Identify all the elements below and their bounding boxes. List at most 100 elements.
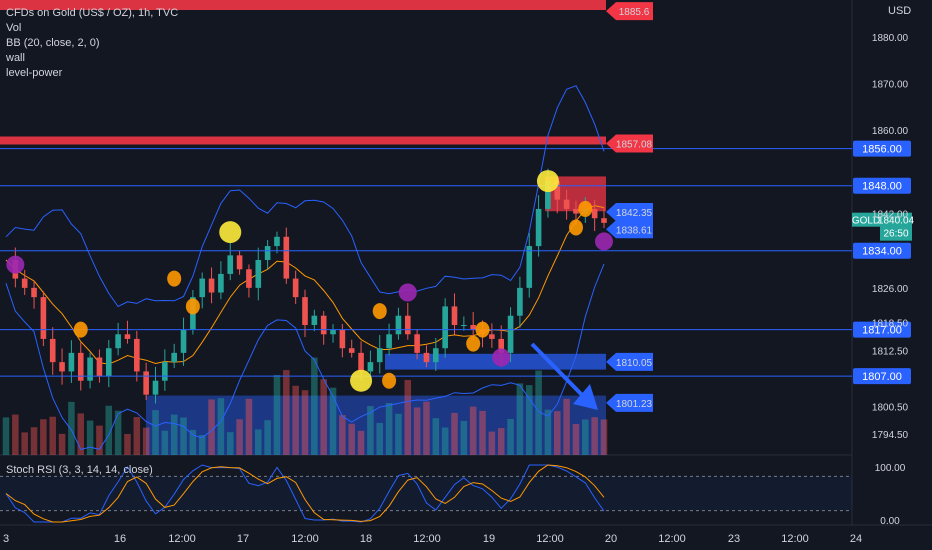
candle-body: [433, 348, 439, 363]
y-tick-label: 1860.00: [872, 126, 909, 137]
candle-body: [227, 255, 234, 274]
candle-body: [395, 315, 402, 335]
candle-body: [526, 246, 533, 288]
signal-marker: [6, 255, 25, 274]
indicator-wall[interactable]: wall: [6, 52, 25, 64]
candle-body: [264, 246, 271, 260]
candle-body: [134, 338, 140, 372]
level-price-label: 1848.00: [862, 181, 902, 193]
volume-bar: [264, 420, 271, 455]
volume-bar: [367, 406, 374, 455]
candle-body: [489, 334, 495, 339]
candle-body: [171, 352, 177, 363]
candle-body: [367, 362, 374, 372]
candle-body: [21, 278, 28, 288]
volume-bar: [572, 424, 580, 455]
candle-body: [292, 278, 299, 298]
current-price-tag: [880, 212, 912, 241]
volume-bar: [554, 411, 561, 455]
candle-body: [115, 334, 121, 349]
level-price-label: 1856.00: [862, 144, 902, 156]
stoch-k-line: [5, 464, 605, 523]
volume-bar: [600, 419, 608, 455]
candle-body: [162, 362, 168, 381]
volume-bar: [77, 413, 85, 455]
indicator-bb[interactable]: BB (20, close, 2, 0): [6, 37, 100, 49]
candle-body: [255, 260, 262, 288]
candle-body: [218, 273, 224, 293]
volume-bar: [385, 402, 393, 455]
x-tick-label: 3: [3, 533, 9, 545]
x-tick-label: 23: [728, 533, 740, 545]
volume-bar: [311, 357, 318, 455]
signal-marker: [219, 221, 242, 244]
y-tick-label: 1880.00: [872, 33, 909, 44]
zone-label-tag: [606, 393, 653, 412]
signal-marker: [185, 298, 200, 315]
volume-bar: [497, 428, 505, 455]
volume-bar: [124, 433, 131, 455]
x-tick-label: 18: [360, 533, 372, 545]
chart-legend: CFDs on Gold (US$ / OZ), 1h, TVC Vol BB …: [6, 6, 178, 81]
y-tick-label: 1818.50: [872, 319, 909, 330]
volume-bar: [180, 417, 187, 455]
candle-body: [573, 208, 579, 214]
signal-marker: [398, 283, 417, 302]
zone-label-tag: [606, 2, 653, 21]
stoch-rsi-label[interactable]: Stoch RSI (3, 3, 14, 14, close): [6, 464, 153, 476]
x-tick-label: 12:00: [781, 533, 809, 545]
candle-body: [414, 334, 420, 353]
current-price-label: 1840.04: [878, 216, 915, 227]
candle-body: [96, 357, 103, 377]
candle-body: [87, 357, 93, 381]
candle-body: [470, 325, 476, 330]
volume-bar: [12, 414, 19, 455]
x-tick-label: 19: [483, 533, 495, 545]
red-zone-top: [0, 0, 606, 10]
indicator-level-power[interactable]: level-power: [6, 67, 63, 79]
candle-body: [320, 315, 327, 335]
candle-body: [236, 255, 243, 270]
volume-bar: [582, 419, 589, 455]
symbol-title[interactable]: CFDs on Gold (US$ / OZ), 1h, TVC: [6, 7, 179, 19]
volume-bar: [348, 423, 355, 455]
volume-bar: [2, 417, 10, 455]
zone-label-text: 1810.05: [616, 358, 653, 369]
volume-bar: [21, 432, 28, 455]
volume-bar: [441, 427, 449, 455]
bar-countdown-label: 26:50: [883, 229, 908, 240]
signal-marker: [382, 372, 397, 389]
x-tick-label: 12:00: [658, 533, 686, 545]
candle-body: [105, 348, 112, 377]
candle-body: [246, 269, 252, 288]
volume-bar: [535, 370, 542, 455]
volume-bar: [292, 385, 299, 455]
volume-bar: [395, 413, 402, 455]
candle-body: [517, 287, 523, 316]
trend-arrow: [530, 342, 598, 410]
volume-bar: [208, 399, 215, 455]
volume-bar: [133, 417, 141, 455]
volume-bar: [301, 390, 309, 455]
x-tick-label: 17: [237, 533, 249, 545]
y-tick-label: 1800.50: [872, 402, 909, 413]
indicator-vol[interactable]: Vol: [6, 22, 22, 34]
volume-bar: [591, 417, 598, 455]
volume-bar: [114, 410, 122, 455]
candle-body: [59, 362, 65, 372]
signal-marker: [73, 321, 88, 338]
candle-body: [339, 329, 346, 349]
volume-bar: [170, 414, 178, 455]
y-tick-label: 1842.00: [872, 210, 909, 221]
volume-bar: [189, 429, 197, 455]
candle-body: [274, 236, 280, 247]
currency-label: USD: [888, 5, 912, 17]
candle-body: [143, 371, 149, 395]
zone-label-text: 1857.08: [616, 140, 653, 151]
volume-bar: [96, 425, 103, 455]
level-price-label: 1817.00: [862, 325, 902, 337]
volume-bar: [460, 420, 468, 455]
zone-label-text: 1801.23: [616, 399, 653, 410]
candle-body: [442, 306, 448, 349]
